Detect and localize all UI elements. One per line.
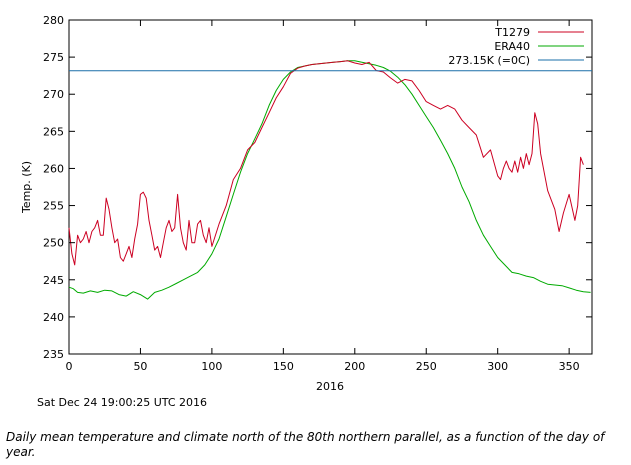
series-line-t1279 <box>68 60 584 266</box>
x-tick-label: 100 <box>201 360 222 373</box>
x-axis-label: 2016 <box>316 380 344 393</box>
y-tick-label: 270 <box>43 88 64 101</box>
x-tick-label: 300 <box>487 360 508 373</box>
y-tick-label: 280 <box>43 14 64 27</box>
caption: Daily mean temperature and climate north… <box>6 430 605 459</box>
axis-ticks: 235 240 245 250 255 260 265 270 275 280 0 50 100 150 2… <box>43 14 592 373</box>
y-tick-label: 255 <box>43 200 64 213</box>
timestamp: Sat Dec 24 19:00:25 UTC 2016 <box>37 396 207 409</box>
y-tick-label: 250 <box>43 237 64 250</box>
y-tick-label: 275 <box>43 51 64 64</box>
x-tick-label: 0 <box>66 360 73 373</box>
legend-label: ERA40 <box>494 40 530 53</box>
x-tick-label: 200 <box>344 360 365 373</box>
x-tick-label: 350 <box>559 360 580 373</box>
plot-area <box>68 19 593 355</box>
x-tick-label: 250 <box>416 360 437 373</box>
legend-label: T1279 <box>494 26 530 39</box>
x-tick-label: 50 <box>133 360 147 373</box>
series-line-era40 <box>68 60 591 300</box>
y-tick-label: 245 <box>43 274 64 287</box>
y-axis-label: Temp. (K) <box>20 161 33 214</box>
y-tick-label: 240 <box>43 311 64 324</box>
legend-label: 273.15K (=0C) <box>448 54 530 67</box>
y-tick-label: 260 <box>43 162 64 175</box>
x-tick-label: 150 <box>273 360 294 373</box>
plot-frame <box>68 19 593 355</box>
y-tick-label: 235 <box>43 348 64 361</box>
y-tick-label: 265 <box>43 125 64 138</box>
